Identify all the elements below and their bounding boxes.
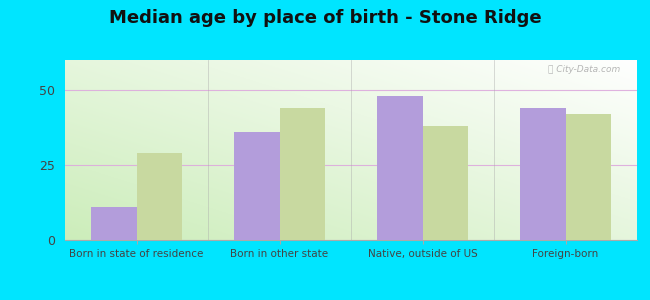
Bar <box>136 153 182 240</box>
Bar <box>91 207 136 240</box>
Bar <box>377 96 423 240</box>
Bar <box>422 126 468 240</box>
Bar <box>234 132 280 240</box>
Bar <box>520 108 566 240</box>
Text: Median age by place of birth - Stone Ridge: Median age by place of birth - Stone Rid… <box>109 9 541 27</box>
Text: ⓘ City-Data.com: ⓘ City-Data.com <box>547 65 620 74</box>
Bar <box>280 108 325 240</box>
Bar <box>566 114 611 240</box>
